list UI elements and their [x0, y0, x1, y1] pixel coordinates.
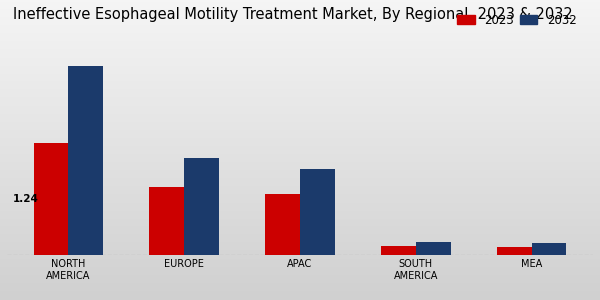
Text: 1.24: 1.24	[13, 194, 38, 204]
Legend: 2023, 2032: 2023, 2032	[452, 9, 581, 32]
Bar	[149, 187, 184, 255]
Bar	[265, 194, 300, 255]
Text: Ineffective Esophageal Motility Treatment Market, By Regional, 2023 & 2032: Ineffective Esophageal Motility Treatmen…	[13, 7, 572, 22]
Bar	[381, 246, 416, 255]
Bar	[184, 158, 219, 255]
Bar	[416, 242, 451, 255]
Bar	[68, 66, 103, 255]
Bar	[497, 247, 532, 255]
Bar	[34, 143, 68, 255]
Bar	[532, 243, 566, 255]
Bar	[300, 169, 335, 255]
